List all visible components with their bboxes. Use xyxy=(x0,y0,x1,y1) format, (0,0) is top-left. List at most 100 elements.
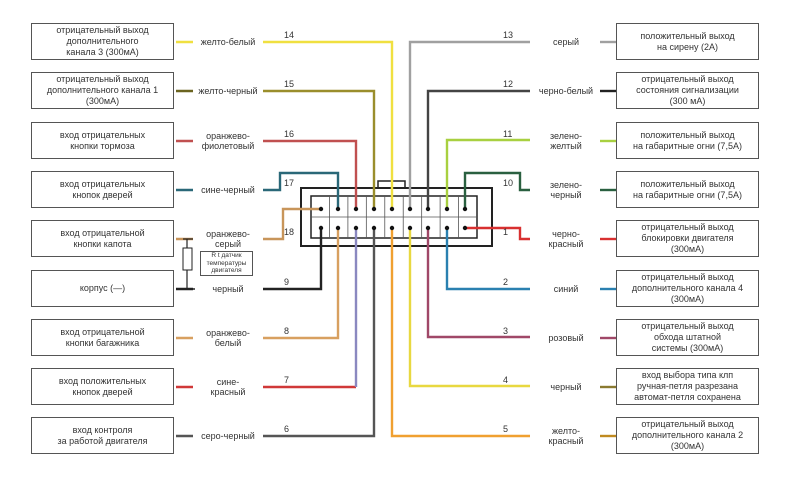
wire-6 xyxy=(263,228,376,438)
terminal-label-line: отрицательный выход xyxy=(56,25,149,35)
wire-color-text: зелено- xyxy=(550,180,582,190)
wire-color-text: желто- xyxy=(551,426,580,436)
sensor-label-line: температуры xyxy=(206,259,247,267)
left-terminal-box: вход отрицательных кнопок дверей xyxy=(31,171,174,208)
sensor-label-line: R t датчик xyxy=(211,252,242,259)
pin-number: 9 xyxy=(284,277,290,287)
pin-number: 3 xyxy=(503,326,509,336)
connector-pin xyxy=(444,225,450,231)
wire-11 xyxy=(445,138,530,209)
left-terminal-box: отрицательный выход дополнительного канала… xyxy=(31,23,174,60)
wire-3 xyxy=(426,228,530,339)
wire-color-text: красный xyxy=(210,387,246,397)
connector-pin xyxy=(425,225,431,231)
terminal-label-line: за работой двигателя xyxy=(57,435,148,446)
wire-color-text: белый xyxy=(214,338,242,348)
connector-pin xyxy=(389,225,395,231)
wire-color-text: сине- xyxy=(216,377,240,387)
pin-number: 8 xyxy=(284,326,290,336)
left-terminal-box: отрицательный выход дополнительного канал… xyxy=(31,72,174,109)
terminal-label-line: отрицательный выход xyxy=(641,321,734,331)
right-terminal-box: положительный выход на габаритные огни (7… xyxy=(616,122,759,159)
wire-1 xyxy=(465,226,530,241)
terminal-label-line: вход выбора типа клп xyxy=(641,370,734,380)
terminal-label-line: на габаритные огни (7,5А) xyxy=(633,189,742,200)
wire-color-text: серый xyxy=(214,239,241,249)
wire-color-label: желто-красный xyxy=(530,424,602,448)
terminal-label-line: кнопок дверей xyxy=(72,386,133,397)
connector-pin xyxy=(444,206,450,212)
wire-color-label: синий xyxy=(530,277,602,301)
left-terminal-box: вход контроля за работой двигателя xyxy=(31,417,174,454)
wire-color-text: синий xyxy=(553,284,579,294)
pin-number: 18 xyxy=(284,227,295,237)
wire-color-label: черно-белый xyxy=(530,79,602,103)
right-terminal-box: отрицательный выход дополнительного канал… xyxy=(616,270,759,307)
wire-color-text: зелено- xyxy=(550,131,582,141)
wire-color-label: зелено-черный xyxy=(530,178,602,202)
terminal-label-line: кнопки тормоза xyxy=(70,140,135,151)
wire-color-text: черно- xyxy=(552,229,580,239)
wire-color-text: сине-черный xyxy=(201,185,255,195)
connector-pin xyxy=(389,206,395,212)
wire-15 xyxy=(263,89,376,209)
terminal-label-line: (300 мА) xyxy=(669,96,706,106)
wire-color-label: серо-черный xyxy=(192,424,264,448)
connector-pin xyxy=(353,206,359,212)
wire-color-text: черный xyxy=(550,190,582,200)
wire-10 xyxy=(463,171,530,209)
terminal-label-line: дополнительного канала 2 xyxy=(631,430,744,440)
wire-9 xyxy=(263,228,323,291)
terminal-label-line: вход отрицательной xyxy=(60,227,145,238)
wire-color-label: зелено-желтый xyxy=(530,129,602,153)
wire-color-text: оранжево- xyxy=(206,131,250,141)
connector-pin xyxy=(318,206,324,212)
wire-color-label: оранжево-серый xyxy=(192,227,264,251)
wire-color-text: оранжево- xyxy=(206,229,250,239)
wire-18 xyxy=(263,207,321,241)
terminal-label-line: кнопок дверей xyxy=(72,189,133,200)
terminal-label-line: отрицательный выход xyxy=(56,74,149,84)
wire-color-label: желто-черный xyxy=(192,79,264,103)
connector-pin xyxy=(353,225,359,231)
wire-color-text: фиолетовый xyxy=(201,141,255,151)
terminal-label-line: блокировки двигателя xyxy=(641,233,734,243)
terminal-label-line: состояния сигнализации xyxy=(636,85,739,95)
resistor-icon xyxy=(182,247,193,271)
terminal-label-line: (300мА) xyxy=(670,441,705,451)
right-terminal-box: положительный выход на габаритные огни (7… xyxy=(616,171,759,208)
terminal-label-line: ручная-петля разрезана xyxy=(636,381,739,391)
right-terminal-box: положительный выход на сирену (2А) xyxy=(616,23,759,60)
left-terminal-box: вход положительных кнопок дверей xyxy=(31,368,174,405)
terminal-label-line: на габаритные огни (7,5А) xyxy=(633,140,742,151)
wire-color-text: красный xyxy=(548,436,584,446)
terminal-label-line: отрицательный выход xyxy=(641,272,734,282)
terminal-label-line: положительный выход xyxy=(640,178,735,189)
terminal-label-line: дополнительного xyxy=(66,36,139,46)
right-terminal-box: отрицательный выход дополнительного канал… xyxy=(616,417,759,454)
left-terminal-box: корпус (—) xyxy=(31,270,174,307)
wire-color-label: черный xyxy=(192,277,264,301)
right-terminal-box: вход выбора типа клп ручная-петля разреза… xyxy=(616,368,759,405)
pin-number: 16 xyxy=(284,129,295,139)
terminal-label-line: (300мА) xyxy=(670,294,705,304)
left-terminal-box: вход отрицательных кнопки тормоза xyxy=(31,122,174,159)
wire-color-label: желто-белый xyxy=(192,30,264,54)
terminal-label-line: вход отрицательной xyxy=(60,326,145,337)
pin-number: 15 xyxy=(284,79,295,89)
wire-color-label: розовый xyxy=(530,326,602,350)
terminal-label-line: (300мА) xyxy=(670,244,705,254)
wire-4 xyxy=(408,228,530,388)
wire-color-label: черно-красный xyxy=(530,227,602,251)
right-terminal-box: отрицательный выход состояния сигнализаци… xyxy=(616,72,759,109)
wire-color-label: черный xyxy=(530,375,602,399)
terminal-label-line: отрицательный выход xyxy=(641,222,734,232)
connector-pin xyxy=(371,225,377,231)
pin-number: 12 xyxy=(503,79,514,89)
temperature-sensor-label: R t датчик температуры двигателя xyxy=(200,251,253,276)
pin-number: 17 xyxy=(284,178,295,188)
wire-16 xyxy=(263,139,358,209)
terminal-label-line: канала 3 (300мА) xyxy=(66,47,139,57)
terminal-label-line: на сирену (2А) xyxy=(657,41,718,52)
